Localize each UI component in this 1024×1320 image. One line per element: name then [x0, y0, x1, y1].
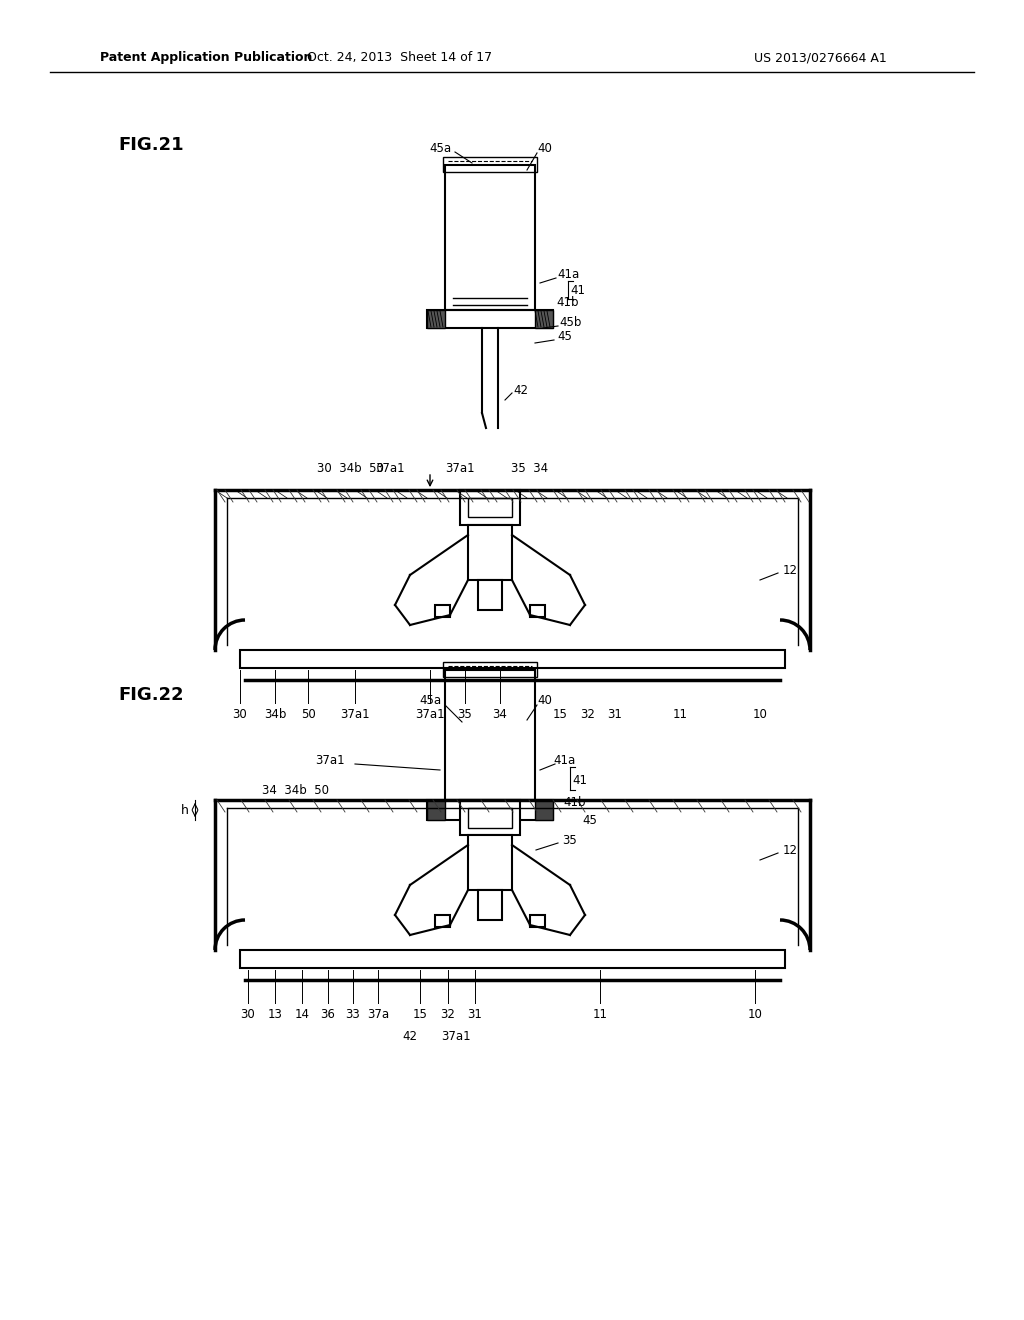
- Bar: [460, 490, 520, 525]
- Bar: [468, 525, 512, 579]
- Text: 12: 12: [782, 843, 798, 857]
- Polygon shape: [535, 800, 553, 820]
- Text: 41a: 41a: [554, 754, 577, 767]
- Text: 37a1: 37a1: [315, 754, 345, 767]
- Text: 11: 11: [593, 1008, 607, 1022]
- Bar: [468, 808, 512, 828]
- Text: 37a: 37a: [367, 1008, 389, 1022]
- Text: 15: 15: [553, 709, 567, 722]
- Bar: [443, 663, 537, 677]
- Bar: [460, 800, 520, 836]
- Text: 35: 35: [458, 709, 472, 722]
- Text: 35  34: 35 34: [511, 462, 549, 474]
- Bar: [435, 605, 450, 616]
- Bar: [478, 579, 502, 610]
- Text: 30: 30: [241, 1008, 255, 1022]
- Bar: [468, 498, 512, 517]
- Text: 37a1: 37a1: [340, 709, 370, 722]
- Polygon shape: [427, 800, 445, 820]
- Text: 40: 40: [538, 141, 552, 154]
- Text: FIG.22: FIG.22: [118, 686, 183, 704]
- Bar: [468, 836, 512, 890]
- Text: 41b: 41b: [557, 296, 580, 309]
- Text: 10: 10: [753, 709, 767, 722]
- Text: 41a: 41a: [557, 268, 580, 281]
- Text: 41: 41: [572, 774, 588, 787]
- Text: 41: 41: [570, 284, 586, 297]
- Text: 34  34b  50: 34 34b 50: [261, 784, 329, 796]
- Text: 45b: 45b: [560, 317, 583, 330]
- Polygon shape: [427, 310, 445, 327]
- Text: 45a: 45a: [419, 693, 441, 706]
- Bar: [445, 671, 535, 800]
- Text: 30: 30: [232, 709, 248, 722]
- Text: 37a1: 37a1: [441, 1031, 471, 1044]
- Bar: [427, 310, 553, 327]
- Text: h: h: [181, 804, 189, 817]
- Text: 45: 45: [583, 813, 597, 826]
- Text: 45: 45: [557, 330, 572, 343]
- Text: 13: 13: [267, 1008, 283, 1022]
- Bar: [530, 605, 545, 616]
- Text: 41b: 41b: [564, 796, 587, 808]
- Text: 31: 31: [607, 709, 623, 722]
- Text: 35: 35: [562, 833, 578, 846]
- Bar: [478, 890, 502, 920]
- Text: 10: 10: [748, 1008, 763, 1022]
- Bar: [427, 800, 553, 820]
- Text: 11: 11: [673, 709, 687, 722]
- Bar: [435, 915, 450, 927]
- Text: 34b: 34b: [264, 709, 286, 722]
- Bar: [443, 157, 537, 172]
- Text: 37a1: 37a1: [445, 462, 475, 474]
- Text: 34: 34: [493, 709, 508, 722]
- Text: 37a1: 37a1: [375, 462, 404, 474]
- Text: 42: 42: [513, 384, 528, 396]
- Bar: [530, 915, 545, 927]
- Text: 12: 12: [782, 564, 798, 577]
- Text: Oct. 24, 2013  Sheet 14 of 17: Oct. 24, 2013 Sheet 14 of 17: [307, 51, 493, 65]
- Text: US 2013/0276664 A1: US 2013/0276664 A1: [754, 51, 887, 65]
- Text: 30  34b  50: 30 34b 50: [316, 462, 383, 474]
- Text: 32: 32: [581, 709, 595, 722]
- Text: 45a: 45a: [429, 141, 451, 154]
- Text: 50: 50: [301, 709, 315, 722]
- Text: 40: 40: [538, 693, 552, 706]
- Text: 33: 33: [346, 1008, 360, 1022]
- Text: 14: 14: [295, 1008, 309, 1022]
- Bar: [445, 165, 535, 310]
- Text: Patent Application Publication: Patent Application Publication: [100, 51, 312, 65]
- Text: 42: 42: [402, 1031, 418, 1044]
- Text: 36: 36: [321, 1008, 336, 1022]
- Text: 37a1: 37a1: [415, 709, 444, 722]
- Polygon shape: [535, 310, 553, 327]
- Text: 32: 32: [440, 1008, 456, 1022]
- Text: FIG.21: FIG.21: [118, 136, 183, 154]
- Text: 15: 15: [413, 1008, 427, 1022]
- Bar: [240, 649, 785, 668]
- Text: 31: 31: [468, 1008, 482, 1022]
- Bar: [240, 950, 785, 968]
